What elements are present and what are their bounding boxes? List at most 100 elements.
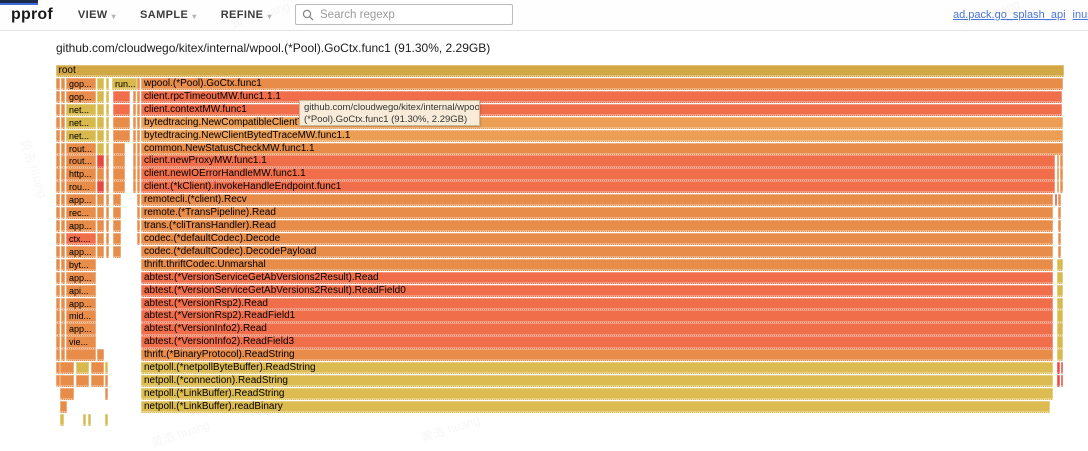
flame-frame-sliver[interactable] (61, 297, 65, 310)
flame-frame-sliver[interactable] (133, 116, 136, 129)
flame-frame-sliver[interactable] (106, 181, 109, 194)
flame-frame-sliver[interactable] (1057, 207, 1061, 220)
flame-frame-sliver[interactable] (61, 349, 65, 362)
flame-frame[interactable]: remotecli.(*client).Recv (141, 194, 1053, 207)
flame-frame-sliver[interactable] (56, 181, 60, 194)
flame-frame-sliver[interactable] (61, 207, 65, 220)
flame-frame-sliver[interactable] (1057, 297, 1063, 310)
flame-frame[interactable]: abtest.(*VersionServiceGetAbVersions2Res… (141, 284, 1053, 297)
flame-frame-sliver[interactable] (61, 129, 65, 142)
flame-frame-sliver[interactable] (106, 129, 109, 142)
menu-view[interactable]: VIEW ▾ (78, 9, 116, 21)
flame-frame[interactable]: vie... (66, 336, 96, 349)
flame-frame-sliver[interactable] (137, 103, 140, 116)
flame-frame-sliver[interactable] (56, 297, 60, 310)
flame-frame-sliver[interactable] (97, 245, 104, 259)
flame-frame-sliver[interactable] (97, 220, 104, 233)
flame-frame[interactable]: thrift.thriftCodec.Unmarshal (141, 258, 1053, 271)
flame-frame-sliver[interactable] (97, 168, 104, 181)
flame-frame-sliver[interactable] (60, 362, 74, 375)
flame-frame-sliver[interactable] (56, 207, 60, 220)
flame-frame-sliver[interactable] (133, 103, 136, 116)
flame-frame-sliver[interactable] (56, 375, 60, 388)
flame-frame-sliver[interactable] (113, 90, 130, 104)
flame-frame-sliver[interactable] (97, 232, 104, 246)
flame-frame-sliver[interactable] (56, 245, 60, 259)
flame-frame[interactable]: netpoll.(*netpollByteBuffer).ReadString (141, 362, 1053, 375)
flame-frame[interactable]: mid... (66, 310, 96, 323)
flame-frame-sliver[interactable] (61, 103, 65, 116)
flame-frame-sliver[interactable] (1057, 362, 1060, 375)
flame-frame[interactable]: app... (66, 220, 96, 233)
flame-frame-sliver[interactable] (113, 142, 125, 155)
flame-frame-sliver[interactable] (137, 232, 140, 246)
flame-frame[interactable]: abtest.(*VersionInfo2).Read (141, 323, 1053, 336)
flame-frame[interactable]: abtest.(*VersionServiceGetAbVersions2Res… (141, 271, 1053, 284)
flame-frame-sliver[interactable] (76, 375, 89, 388)
flame-frame-sliver[interactable] (137, 194, 140, 207)
flame-frame-sliver[interactable] (113, 220, 121, 233)
flame-frame[interactable]: wpool.(*Pool).GoCtx.func1 (141, 77, 1063, 91)
flame-frame[interactable]: netpoll.(*LinkBuffer).readBinary (141, 400, 1050, 414)
flame-frame-sliver[interactable] (133, 90, 136, 104)
flame-frame-sliver[interactable] (87, 413, 91, 427)
flame-frame-sliver[interactable] (137, 181, 140, 194)
flame-frame-sliver[interactable] (61, 271, 65, 284)
flame-frame-sliver[interactable] (137, 90, 140, 104)
flame-frame[interactable]: client.newProxyMW.func1.1 (141, 155, 1055, 168)
flame-frame[interactable]: net... (66, 103, 96, 116)
flame-frame-sliver[interactable] (106, 142, 109, 155)
flame-frame[interactable]: app... (66, 323, 96, 336)
flame-frame-sliver[interactable] (61, 155, 65, 168)
profile-link-sample-type[interactable]: inuse_sp (1072, 9, 1088, 21)
flame-frame-sliver[interactable] (60, 413, 64, 427)
flame-frame-sliver[interactable] (56, 90, 60, 104)
flame-frame-sliver[interactable] (83, 413, 86, 427)
flame-frame[interactable]: root (55, 65, 1064, 78)
flame-frame-sliver[interactable] (60, 400, 67, 414)
flame-frame-sliver[interactable] (1057, 194, 1061, 207)
flame-frame[interactable]: client.contextMW.func1 (141, 103, 1062, 116)
flame-frame-sliver[interactable] (105, 375, 108, 388)
flame-frame-sliver[interactable] (106, 116, 109, 129)
flame-frame-sliver[interactable] (113, 116, 130, 129)
flame-frame-sliver[interactable] (1060, 155, 1063, 168)
flame-frame-sliver[interactable] (113, 168, 125, 181)
flame-frame-sliver[interactable] (133, 181, 136, 194)
flame-frame-sliver[interactable] (61, 310, 65, 323)
flame-frame-sliver[interactable] (1057, 245, 1061, 259)
flame-frame-sliver[interactable] (61, 245, 65, 259)
flame-frame[interactable]: app... (66, 271, 96, 284)
flame-frame[interactable]: codec.(*defaultCodec).Decode (141, 232, 1053, 246)
flame-frame-sliver[interactable] (56, 349, 60, 362)
flame-frame-sliver[interactable] (137, 220, 140, 233)
flame-frame-sliver[interactable] (106, 220, 109, 233)
flame-frame-sliver[interactable] (133, 142, 136, 155)
flame-frame-sliver[interactable] (113, 155, 125, 168)
flame-frame[interactable]: rout... (66, 155, 96, 168)
flame-frame[interactable]: app... (66, 194, 96, 207)
flame-frame-sliver[interactable] (113, 129, 130, 142)
flame-frame-sliver[interactable] (113, 103, 130, 116)
flame-frame[interactable]: abtest.(*VersionInfo2).ReadField3 (141, 336, 1053, 349)
flame-frame-sliver[interactable] (60, 375, 74, 388)
flame-frame-sliver[interactable] (105, 362, 108, 375)
flame-frame-sliver[interactable] (106, 90, 109, 104)
flame-frame-sliver[interactable] (61, 181, 65, 194)
flame-frame-sliver[interactable] (1057, 271, 1063, 284)
flame-frame[interactable]: ctx.... (66, 232, 96, 246)
flame-frame[interactable]: remote.(*TransPipeline).Read (141, 207, 1053, 220)
flame-frame-sliver[interactable] (56, 284, 60, 297)
flame-frame[interactable]: netpoll.(*LinkBuffer).ReadString (141, 388, 1053, 401)
flame-frame-sliver[interactable] (56, 232, 60, 246)
flame-frame-sliver[interactable] (76, 362, 89, 375)
flame-frame-sliver[interactable] (56, 103, 60, 116)
flame-frame-sliver[interactable] (56, 194, 60, 207)
flame-frame-sliver[interactable] (137, 168, 140, 181)
flame-frame-sliver[interactable] (97, 77, 104, 91)
flame-frame-sliver[interactable] (97, 207, 104, 220)
flame-frame-sliver[interactable] (137, 155, 140, 168)
flame-frame-sliver[interactable] (91, 375, 104, 388)
flame-frame[interactable]: abtest.(*VersionRsp2).Read (141, 297, 1053, 310)
flame-frame-sliver[interactable] (106, 245, 109, 259)
